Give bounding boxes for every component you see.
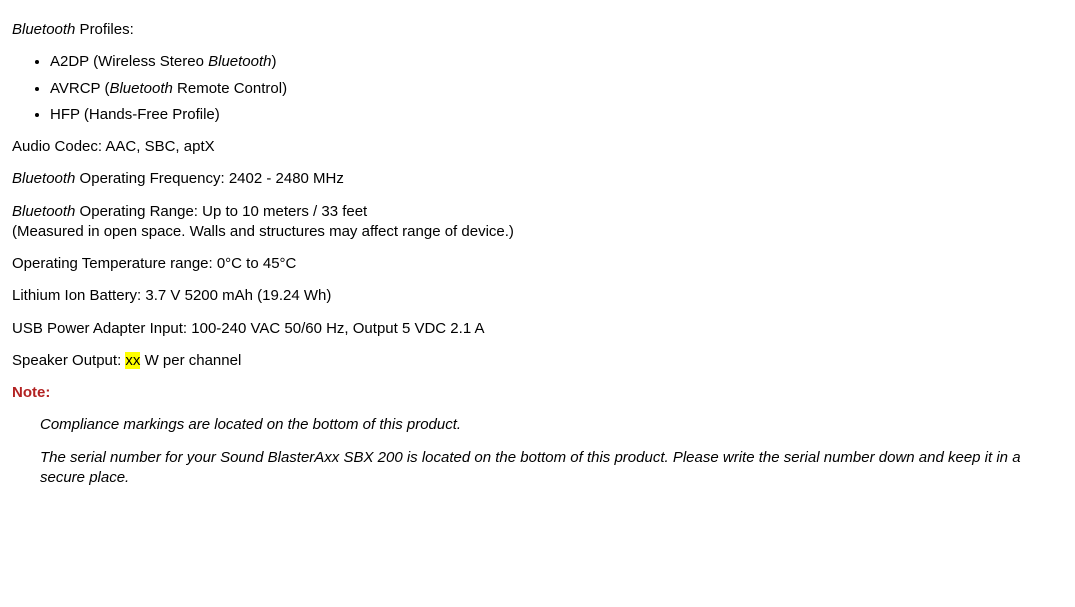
operating-frequency: Bluetooth Operating Frequency: 2402 - 24… (12, 169, 1063, 189)
note-p2: The serial number for your Sound Blaster… (40, 448, 1063, 489)
temp-label: Operating Temperature range: (12, 255, 217, 272)
profiles-list: A2DP (Wireless Stereo Bluetooth) AVRCP (… (12, 52, 1063, 125)
freq-label: Operating Frequency: (75, 170, 228, 187)
profile-italic: Bluetooth (208, 53, 271, 70)
profile-text: AVRCP ( (50, 80, 109, 97)
bluetooth-label: Bluetooth (12, 21, 75, 38)
battery: Lithium Ion Battery: 3.7 V 5200 mAh (19.… (12, 286, 1063, 306)
list-item: HFP (Hands-Free Profile) (50, 105, 1063, 125)
bluetooth-profiles-heading: Bluetooth Profiles: (12, 20, 1063, 40)
list-item: A2DP (Wireless Stereo Bluetooth) (50, 52, 1063, 72)
range-value: Up to 10 meters / 33 feet (202, 203, 367, 220)
bt-prefix: Bluetooth (12, 170, 75, 187)
freq-value: 2402 - 2480 MHz (229, 170, 344, 187)
speaker-output: Speaker Output: xx W per channel (12, 351, 1063, 371)
usb-label: USB Power Adapter Input: (12, 320, 191, 337)
operating-temperature: Operating Temperature range: 0°C to 45°C (12, 254, 1063, 274)
range-sub: (Measured in open space. Walls and struc… (12, 223, 514, 240)
profile-text-after: Remote Control) (173, 80, 287, 97)
battery-label: Lithium Ion Battery: (12, 287, 145, 304)
audio-codec: Audio Codec: AAC, SBC, aptX (12, 137, 1063, 157)
bt-prefix: Bluetooth (12, 203, 75, 220)
profile-text-after: ) (272, 53, 277, 70)
battery-value: 3.7 V 5200 mAh (19.24 Wh) (145, 287, 331, 304)
list-item: AVRCP (Bluetooth Remote Control) (50, 79, 1063, 99)
audio-codec-label: Audio Codec: (12, 138, 105, 155)
profile-italic: Bluetooth (109, 80, 172, 97)
range-label: Operating Range: (75, 203, 202, 220)
usb-value: 100-240 VAC 50/60 Hz, Output 5 VDC 2.1 A (191, 320, 484, 337)
note-label: Note: (12, 384, 50, 401)
profiles-label-suffix: Profiles: (75, 21, 133, 38)
audio-codec-value: AAC, SBC, aptX (105, 138, 214, 155)
temp-value: 0°C to 45°C (217, 255, 297, 272)
operating-range: Bluetooth Operating Range: Up to 10 mete… (12, 202, 1063, 243)
speaker-suffix: W per channel (140, 352, 241, 369)
profile-text: A2DP (Wireless Stereo (50, 53, 208, 70)
note-body: Compliance markings are located on the b… (12, 415, 1063, 488)
note-p1: Compliance markings are located on the b… (40, 415, 1063, 435)
speaker-placeholder: xx (125, 352, 140, 369)
profile-text: HFP (Hands-Free Profile) (50, 106, 220, 123)
note-section: Note: Compliance markings are located on… (12, 383, 1063, 488)
usb-adapter: USB Power Adapter Input: 100-240 VAC 50/… (12, 319, 1063, 339)
speaker-label: Speaker Output: (12, 352, 125, 369)
